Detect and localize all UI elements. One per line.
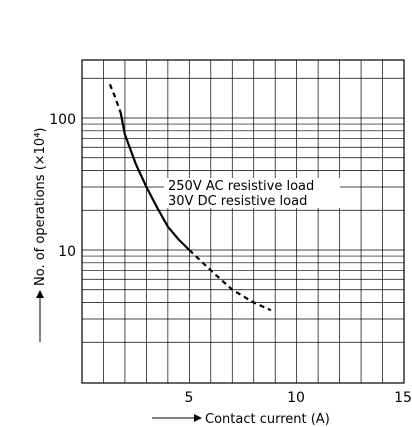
x-tick-label-5: 5 (185, 390, 194, 406)
horizontal-gridlines (82, 77, 404, 343)
annotation-250v-ac: 250V AC resistive load (168, 179, 314, 194)
x-axis-arrow (152, 414, 202, 422)
y-tick-label-100: 100 (49, 112, 76, 128)
x-tick-label-10: 10 (287, 390, 305, 406)
y-axis-label: No. of operations (×10⁴) (33, 128, 48, 287)
annotation-30v-dc: 30V DC resistive load (168, 194, 307, 209)
annotation-background (164, 178, 340, 208)
y-tick-label-10: 10 (58, 244, 76, 260)
y-axis-arrow (36, 290, 44, 342)
series-line-250v-ac (119, 112, 191, 251)
series-line-30v-dc (108, 83, 272, 312)
vertical-gridlines (103, 60, 383, 383)
x-tick-label-15: 15 (394, 390, 412, 406)
plot-frame (81, 59, 405, 384)
x-axis-label: Contact current (A) (205, 412, 330, 427)
